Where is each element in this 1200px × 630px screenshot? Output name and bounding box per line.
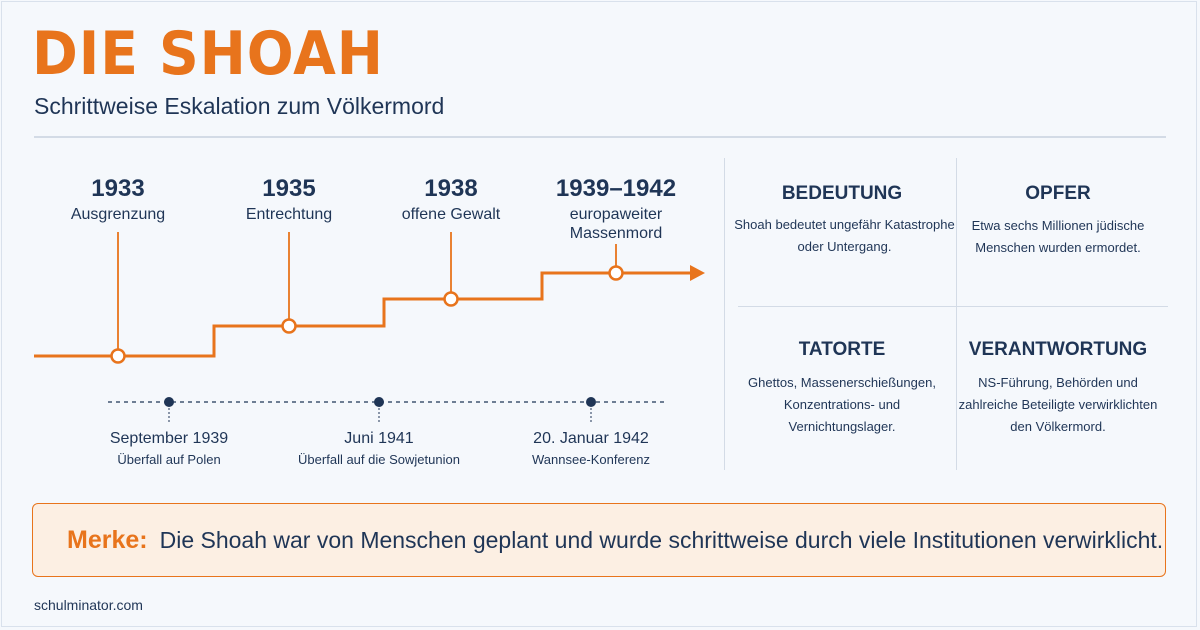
header-divider xyxy=(34,136,1166,138)
step-label-3: offene Gewalt xyxy=(401,206,501,223)
grid-divider-horizontal xyxy=(738,306,1168,307)
step-marker-1938 xyxy=(443,291,459,307)
card-text-opfer: Etwa sechs Millionen jüdische Menschen w… xyxy=(971,218,1145,255)
page-subtitle: Schrittweise Eskalation zum Völkermord xyxy=(34,93,445,119)
step-year-3: 1938 xyxy=(424,175,478,202)
merke-label: Merke: xyxy=(67,525,148,554)
step-year-1: 1933 xyxy=(91,175,145,202)
step-year-2: 1935 xyxy=(262,175,316,202)
timeline-arrow-head xyxy=(690,265,705,281)
merke-box: Merke: Die Shoah war von Menschen geplan… xyxy=(32,503,1166,577)
event-dot-1942 xyxy=(586,397,596,407)
step-label-4: europaweiter Massenmord xyxy=(569,206,663,242)
grid-divider-left xyxy=(724,158,725,470)
event-date-2: Juni 1941 xyxy=(344,430,414,447)
event-desc-2: Überfall auf die Sowjetunion xyxy=(298,452,460,467)
page-title: DIE SHOAH xyxy=(32,19,384,89)
event-desc-3: Wannsee-Konferenz xyxy=(531,452,651,467)
escalation-staircase-line xyxy=(34,271,690,358)
card-text-bedeutung: Shoah bedeutet ungefähr Katastrophe oder… xyxy=(734,217,955,254)
footer-source[interactable]: schulminator.com xyxy=(34,597,143,613)
card-title-bedeutung: BEDEUTUNG xyxy=(781,183,903,204)
step-marker-1935 xyxy=(281,318,297,334)
card-title-tatorte: TATORTE xyxy=(798,339,886,360)
event-date-1: September 1939 xyxy=(109,430,229,447)
card-title-verantwortung: VERANTWORTUNG xyxy=(968,339,1148,360)
step-label-2: Entrechtung xyxy=(245,206,333,223)
card-text-tatorte: Ghettos, Massenerschießungen, Konzentrat… xyxy=(748,375,936,434)
step-marker-1939-1942 xyxy=(608,265,624,281)
event-dot-1939 xyxy=(164,397,174,407)
grid-divider-center xyxy=(956,158,957,470)
event-dot-1941 xyxy=(374,397,384,407)
event-date-3: 20. Januar 1942 xyxy=(533,430,649,447)
card-title-opfer: OPFER xyxy=(1025,183,1091,204)
event-desc-1: Überfall auf Polen xyxy=(117,452,221,467)
step-label-1: Ausgrenzung xyxy=(70,206,166,223)
card-text-verantwortung: NS-Führung, Behörden und zahlreiche Bete… xyxy=(958,375,1158,434)
merke-text: Die Shoah war von Menschen geplant und w… xyxy=(159,526,1164,553)
step-year-4: 1939–1942 xyxy=(555,175,677,202)
step-marker-1933 xyxy=(110,348,126,364)
